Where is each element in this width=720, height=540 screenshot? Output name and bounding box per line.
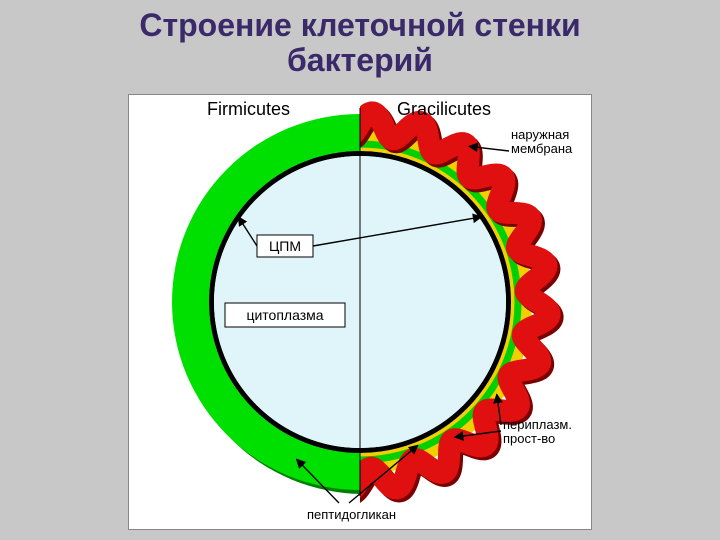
cell-wall-diagram: Firmicutes Gracilicutes наружнаямембрана ЦП…: [129, 95, 591, 529]
svg-text:мембрана: мембрана: [511, 141, 573, 156]
svg-text:наружная: наружная: [511, 127, 569, 142]
title-line-2: бактерий: [287, 42, 433, 78]
svg-text:цитоплазма: цитоплазма: [246, 307, 323, 323]
svg-text:периплазм.: периплазм.: [503, 417, 572, 432]
svg-text:ЦПМ: ЦПМ: [269, 238, 301, 254]
page-title: Строение клеточной стенки бактерий: [0, 8, 720, 78]
diagram-container: Firmicutes Gracilicutes наружнаямембрана ЦП…: [128, 94, 592, 530]
svg-text:Gracilicutes: Gracilicutes: [397, 99, 491, 119]
svg-text:пептидогликан: пептидогликан: [307, 507, 396, 522]
title-line-1: Строение клеточной стенки: [139, 7, 580, 43]
svg-text:прост-во: прост-во: [503, 431, 555, 446]
svg-text:Firmicutes: Firmicutes: [207, 99, 290, 119]
slide: Строение клеточной стенки бактерий Firmi…: [0, 0, 720, 540]
